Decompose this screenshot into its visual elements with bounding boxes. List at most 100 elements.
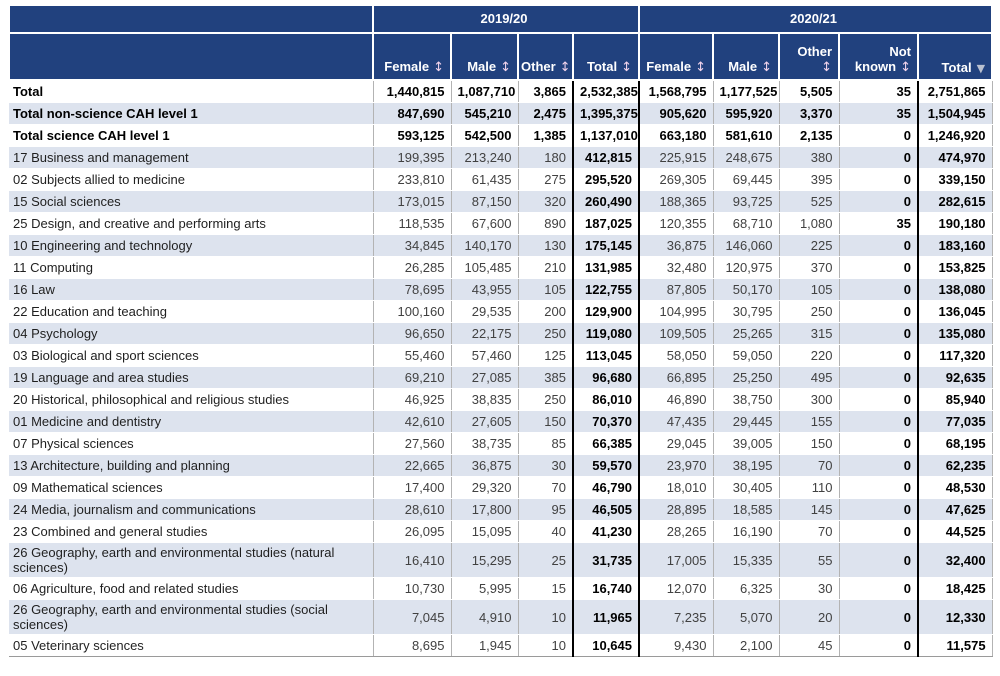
row-label: 20 Historical, philosophical and religio… <box>9 388 373 411</box>
cell: 105 <box>778 278 839 301</box>
table-row: Total non-science CAH level 1 847,690 545,… <box>9 102 993 125</box>
cell: 7,235 <box>638 599 713 635</box>
cell: 0 <box>838 410 918 433</box>
cell: 155 <box>778 410 839 433</box>
cell: 581,610 <box>712 124 779 147</box>
row-label: 22 Education and teaching <box>9 300 373 323</box>
column-header-other-2019-20[interactable]: Other ↕ <box>517 32 574 81</box>
column-header-total-2019-20[interactable]: Total ↕ <box>572 32 640 81</box>
column-header-label: Male <box>467 59 497 74</box>
cell: 36,875 <box>450 454 518 477</box>
cell: 47,625 <box>916 498 993 521</box>
cell: 140,170 <box>450 234 518 257</box>
table-row: 25 Design, and creative and performing a… <box>9 212 993 235</box>
cell: 55 <box>778 542 839 578</box>
sort-both-directions-icon: ↕ <box>761 60 772 75</box>
cell: 18,585 <box>712 498 779 521</box>
cell: 3,370 <box>778 102 839 125</box>
column-header-female-2019-20[interactable]: Female ↕ <box>372 32 452 81</box>
cell: 1,385 <box>517 124 573 147</box>
cell: 50,170 <box>712 278 779 301</box>
cell: 146,060 <box>712 234 779 257</box>
table-row: 15 Social sciences 173,015 87,150 320 260,49… <box>9 190 993 213</box>
sort-descending-icon: ▼ <box>976 62 986 75</box>
cell: 593,125 <box>372 124 451 147</box>
cell: 15,095 <box>450 520 518 543</box>
cell: 87,150 <box>450 190 518 213</box>
cell: 315 <box>778 322 839 345</box>
row-label: 26 Geography, earth and environmental st… <box>9 542 373 578</box>
column-header-male-2020-21[interactable]: Male ↕ <box>712 32 780 81</box>
cell: 0 <box>838 577 918 600</box>
cell: 70,370 <box>572 410 640 433</box>
cell: 1,137,010 <box>572 124 640 147</box>
cell: 595,920 <box>712 102 779 125</box>
column-header-female-2020-21[interactable]: Female ↕ <box>638 32 714 81</box>
cell: 300 <box>778 388 839 411</box>
cell: 0 <box>838 256 918 279</box>
cell: 6,325 <box>712 577 779 600</box>
cell: 96,650 <box>372 322 451 345</box>
cell: 46,890 <box>638 388 713 411</box>
table-row: Total 1,440,815 1,087,710 3,865 2,532,385 1,5… <box>9 80 993 103</box>
cell: 905,620 <box>638 102 713 125</box>
cell: 0 <box>838 278 918 301</box>
cell: 525 <box>778 190 839 213</box>
cell: 105 <box>517 278 573 301</box>
cell: 199,395 <box>372 146 451 169</box>
cell: 118,535 <box>372 212 451 235</box>
row-label: 05 Veterinary sciences <box>9 634 373 657</box>
cell: 27,605 <box>450 410 518 433</box>
row-label: 23 Combined and general studies <box>9 520 373 543</box>
cell: 38,835 <box>450 388 518 411</box>
cell: 35 <box>838 102 918 125</box>
cell: 220 <box>778 344 839 367</box>
cell: 120,975 <box>712 256 779 279</box>
cell: 129,900 <box>572 300 640 323</box>
cell: 1,087,710 <box>450 80 518 103</box>
cell: 175,145 <box>572 234 640 257</box>
cell: 282,615 <box>916 190 993 213</box>
cell: 40 <box>517 520 573 543</box>
cell: 48,530 <box>916 476 993 499</box>
cell: 35 <box>838 80 918 103</box>
cell: 495 <box>778 366 839 389</box>
page: 2019/20 2020/21 Female ↕ Male ↕ Other ↕ Total ↕ Fe… <box>8 4 994 657</box>
cell: 190,180 <box>916 212 993 235</box>
table-row: 13 Architecture, building and planning 22… <box>9 454 993 477</box>
cell: 0 <box>838 498 918 521</box>
cell: 847,690 <box>372 102 451 125</box>
cell: 11,965 <box>572 599 640 635</box>
cell: 25 <box>517 542 573 578</box>
cell: 0 <box>838 634 918 657</box>
cell: 250 <box>778 300 839 323</box>
cell: 29,535 <box>450 300 518 323</box>
cell: 4,910 <box>450 599 518 635</box>
table-row: 20 Historical, philosophical and religio… <box>9 388 993 411</box>
cell: 890 <box>517 212 573 235</box>
cell: 109,505 <box>638 322 713 345</box>
cell: 2,475 <box>517 102 573 125</box>
cell: 213,240 <box>450 146 518 169</box>
column-header-total-2020-21[interactable]: Total ▼ <box>916 32 994 81</box>
cell: 0 <box>838 124 918 147</box>
table-row: 01 Medicine and dentistry 42,610 27,605 150… <box>9 410 993 433</box>
cell: 210 <box>517 256 573 279</box>
cell: 260,490 <box>572 190 640 213</box>
cell: 38,195 <box>712 454 779 477</box>
cell: 66,895 <box>638 366 713 389</box>
cell: 68,195 <box>916 432 993 455</box>
cell: 474,970 <box>916 146 993 169</box>
cell: 22,175 <box>450 322 518 345</box>
cell: 27,560 <box>372 432 451 455</box>
column-header-not-known-2020-21[interactable]: Not known ↕ <box>838 32 919 81</box>
row-label: Total science CAH level 1 <box>9 124 373 147</box>
cell: 395 <box>778 168 839 191</box>
cell: 233,810 <box>372 168 451 191</box>
cell: 59,570 <box>572 454 640 477</box>
cell: 2,532,385 <box>572 80 640 103</box>
row-label: 16 Law <box>9 278 373 301</box>
table-row: 07 Physical sciences 27,560 38,735 85 66,385… <box>9 432 993 455</box>
column-header-male-2019-20[interactable]: Male ↕ <box>450 32 519 81</box>
column-header-other-2020-21[interactable]: Other ↕ <box>778 32 840 81</box>
